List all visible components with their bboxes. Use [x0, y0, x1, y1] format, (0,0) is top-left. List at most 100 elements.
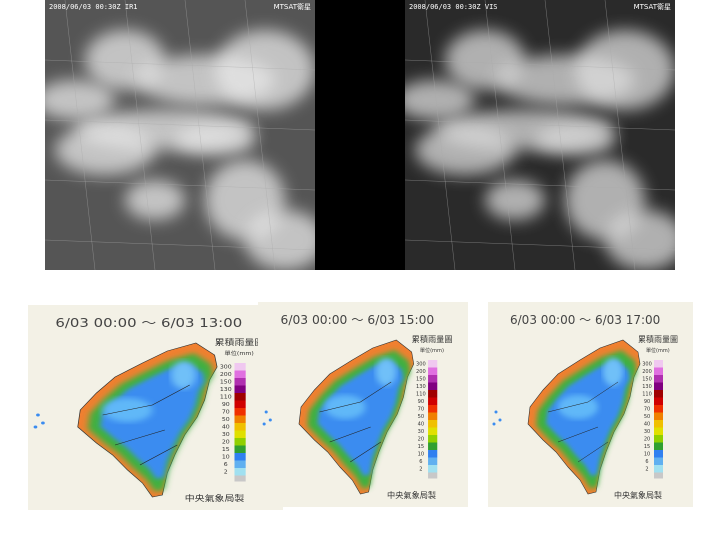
- islet: [499, 419, 502, 422]
- legend-swatch: [234, 378, 245, 386]
- legend-swatch: [234, 468, 245, 476]
- legend-level: 40: [418, 422, 425, 428]
- legend-level: 30: [222, 432, 230, 437]
- legend-level: 200: [416, 369, 426, 375]
- legend-swatch-none: [234, 476, 245, 482]
- legend-level: 30: [418, 429, 425, 435]
- legend-level: 150: [220, 380, 232, 385]
- rain-map: 6/03 00:00 ～ 6/03 13:00累積雨量圖單位(mm)300200…: [28, 305, 283, 510]
- legend-swatch: [234, 408, 245, 416]
- legend-swatch: [654, 390, 663, 398]
- legend-level: 2: [645, 467, 648, 473]
- legend-swatch: [428, 420, 437, 428]
- legend-level: 40: [644, 422, 650, 428]
- legend-level: 30: [644, 429, 650, 435]
- legend-unit: 單位(mm): [225, 350, 254, 357]
- legend-swatch: [234, 416, 245, 424]
- slide: 2008/06/03 00:30Z IR1MTSAT衛星2008/06/03 0…: [0, 0, 720, 540]
- legend-swatch: [654, 383, 663, 391]
- cloud: [575, 30, 675, 110]
- islet: [263, 423, 266, 426]
- legend-unit: 單位(mm): [646, 347, 670, 354]
- legend-swatch: [234, 393, 245, 401]
- legend-level: 50: [222, 417, 230, 422]
- legend-swatch: [234, 431, 245, 439]
- legend-swatch: [654, 368, 663, 376]
- legend-swatch: [234, 423, 245, 431]
- legend-level: 6: [645, 459, 648, 465]
- legend-title: 累積雨量圖: [215, 337, 265, 348]
- legend-swatch: [654, 428, 663, 436]
- islet: [34, 426, 38, 429]
- satellite-image: 2008/06/03 00:30Z IR1 MTSAT衛星: [45, 0, 315, 270]
- legend-swatch: [428, 413, 437, 421]
- legend-swatch: [234, 438, 245, 446]
- satellite-label: MTSAT衛星: [274, 2, 311, 11]
- legend-level: 200: [220, 372, 232, 377]
- islet: [495, 411, 498, 414]
- legend-title: 累積雨量圖: [412, 334, 453, 344]
- legend-swatch-none: [428, 473, 437, 479]
- light-rain: [171, 361, 196, 389]
- credit: 中央氣象局製: [387, 490, 436, 500]
- legend-swatch: [654, 465, 663, 473]
- timestamp: 2008/06/03 00:30Z IR1: [49, 3, 138, 11]
- legend-swatch: [654, 443, 663, 451]
- cloud: [535, 125, 615, 155]
- legend-level: 90: [418, 399, 425, 405]
- legend-level: 20: [644, 437, 650, 443]
- legend-level: 300: [416, 362, 426, 368]
- legend-swatch: [234, 401, 245, 409]
- credit: 中央氣象局製: [614, 490, 662, 500]
- legend-level: 10: [222, 455, 230, 460]
- legend-level: 70: [222, 410, 230, 415]
- light-rain: [376, 358, 396, 386]
- legend-level: 6: [419, 459, 422, 465]
- legend-swatch: [234, 363, 245, 371]
- legend-level: 70: [644, 407, 650, 413]
- legend-level: 15: [644, 444, 650, 450]
- islet: [269, 419, 272, 422]
- legend-swatch: [428, 435, 437, 443]
- legend-level: 15: [222, 447, 230, 452]
- legend-swatch: [234, 446, 245, 454]
- legend-level: 20: [418, 437, 425, 443]
- legend-swatch: [428, 375, 437, 383]
- legend-level: 10: [644, 452, 650, 458]
- legend-swatch: [654, 413, 663, 421]
- heavy-rain: [558, 395, 598, 419]
- legend-level: 300: [220, 365, 232, 370]
- legend-level: 20: [222, 440, 230, 445]
- legend-level: 300: [642, 362, 652, 368]
- legend-swatch: [654, 398, 663, 406]
- legend-level: 90: [644, 399, 650, 405]
- legend-swatch: [428, 368, 437, 376]
- legend-level: 150: [416, 377, 426, 383]
- legend-level: 200: [642, 369, 652, 375]
- period: 6/03 00:00 ～ 6/03 15:00: [281, 313, 435, 327]
- legend-swatch: [654, 450, 663, 458]
- satellite-label: MTSAT衛星: [634, 2, 671, 11]
- legend-unit: 單位(mm): [420, 347, 444, 354]
- legend-swatch: [654, 375, 663, 383]
- legend-swatch: [654, 405, 663, 413]
- credit: 中央氣象局製: [185, 493, 245, 504]
- legend-swatch-none: [654, 473, 663, 479]
- legend-level: 90: [222, 402, 230, 407]
- legend-level: 130: [642, 384, 652, 390]
- legend-swatch: [428, 390, 437, 398]
- legend-level: 10: [418, 452, 425, 458]
- cloud: [215, 30, 315, 110]
- rain-map: 6/03 00:00 ～ 6/03 15:00 累積雨量圖單位(mm) 300200…: [258, 302, 468, 507]
- legend-swatch: [234, 461, 245, 469]
- cloud: [485, 180, 545, 220]
- legend-swatch: [428, 398, 437, 406]
- islet: [493, 423, 496, 426]
- legend-swatch: [428, 458, 437, 466]
- legend-swatch: [428, 443, 437, 451]
- legend-swatch: [428, 405, 437, 413]
- legend-level: 70: [418, 407, 425, 413]
- legend-swatch: [234, 453, 245, 461]
- islet: [265, 411, 268, 414]
- legend-swatch: [234, 371, 245, 379]
